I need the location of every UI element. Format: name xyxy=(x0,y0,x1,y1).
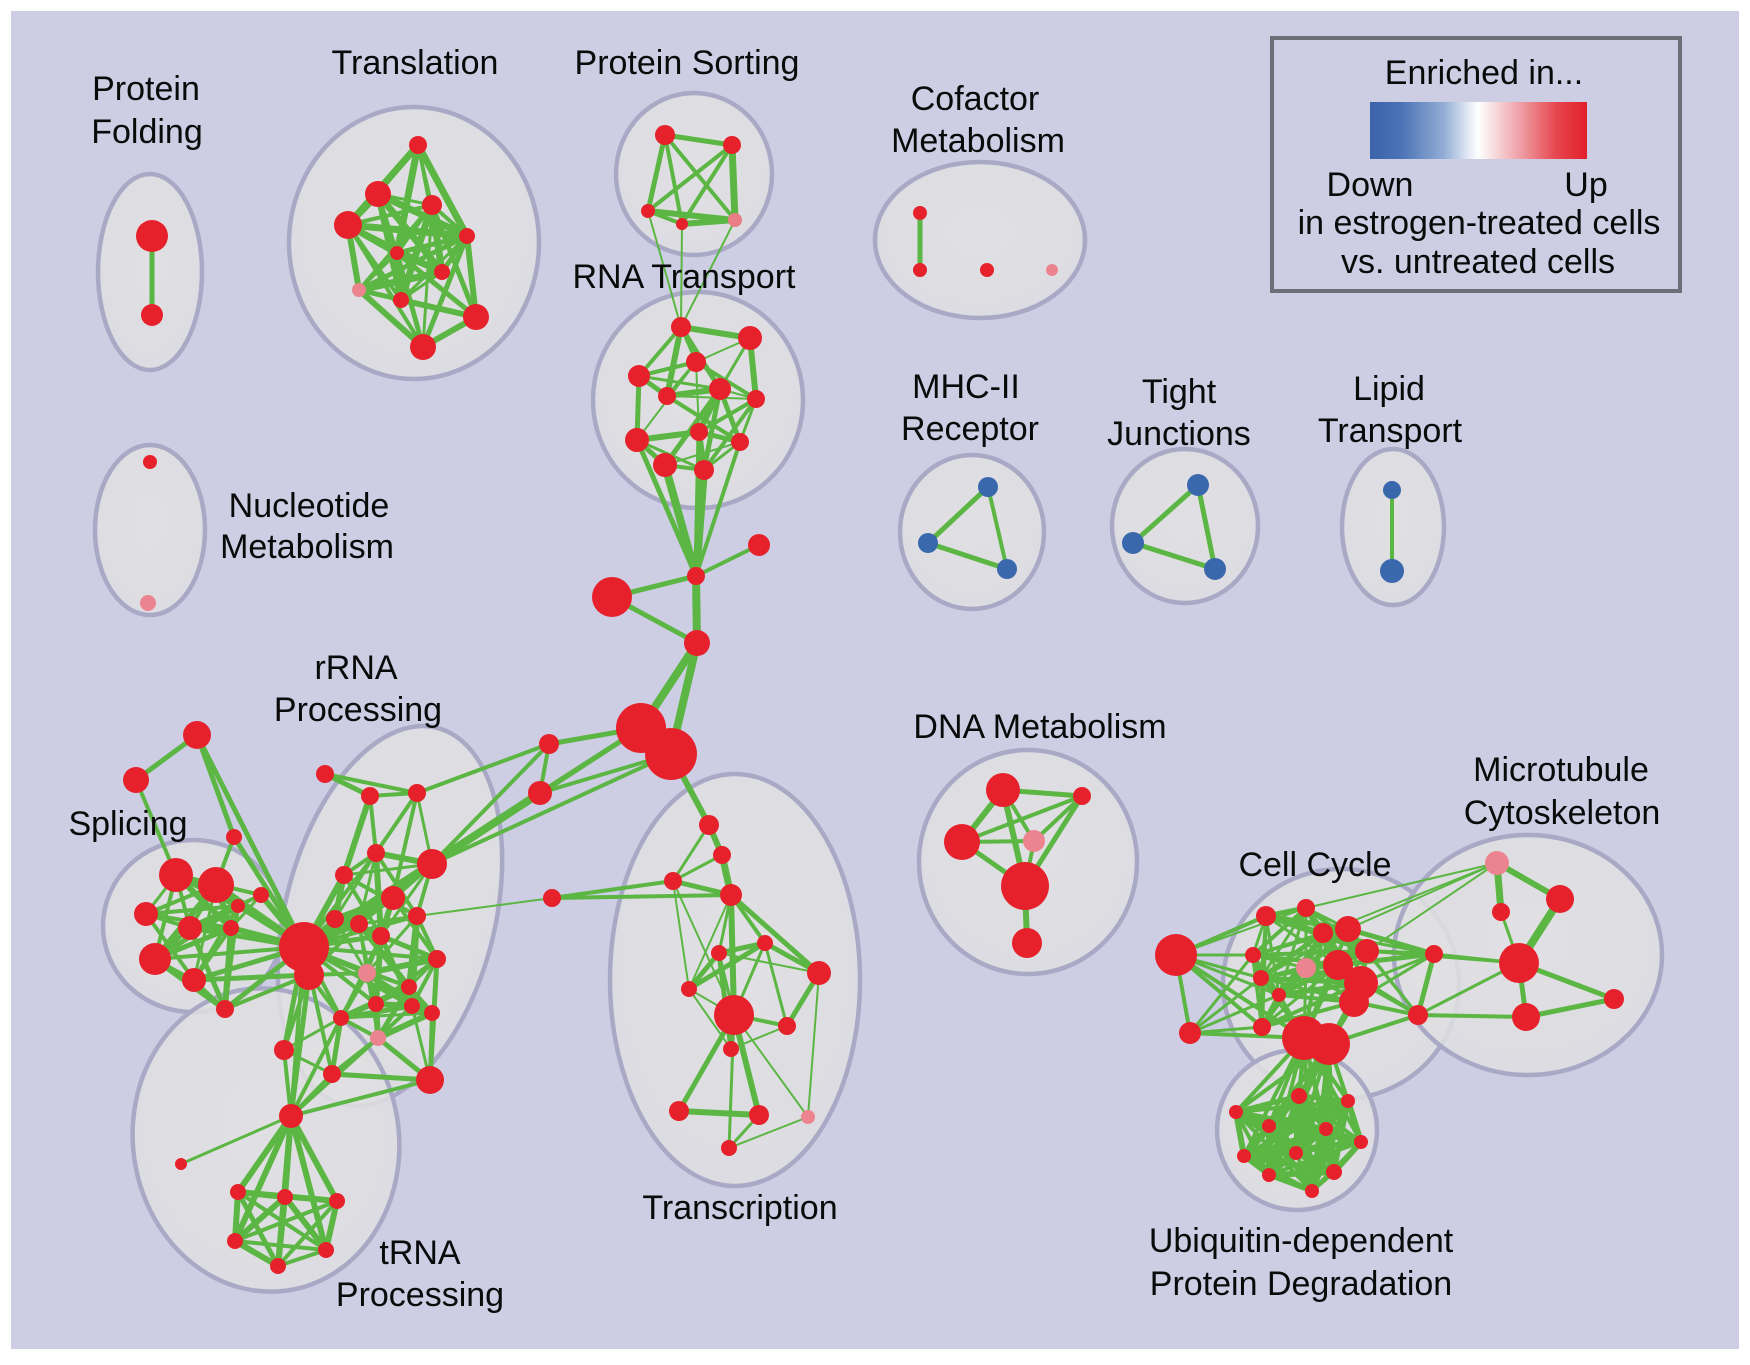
svg-text:Down: Down xyxy=(1327,166,1414,204)
svg-text:Metabolism: Metabolism xyxy=(891,122,1065,160)
svg-text:MHC-II: MHC-II xyxy=(912,368,1020,406)
svg-text:Transcription: Transcription xyxy=(642,1189,837,1227)
svg-text:Enriched in...: Enriched in... xyxy=(1385,54,1583,92)
svg-text:vs. untreated cells: vs. untreated cells xyxy=(1341,243,1615,281)
svg-text:Protein Degradation: Protein Degradation xyxy=(1150,1265,1452,1303)
svg-text:Microtubule: Microtubule xyxy=(1473,751,1649,789)
svg-text:tRNA: tRNA xyxy=(379,1234,461,1272)
svg-text:Cofactor: Cofactor xyxy=(911,80,1040,118)
svg-text:in estrogen-treated cells: in estrogen-treated cells xyxy=(1298,204,1661,242)
svg-text:Protein: Protein xyxy=(92,70,200,108)
svg-text:Folding: Folding xyxy=(91,113,203,151)
svg-text:Processing: Processing xyxy=(274,691,442,729)
svg-text:rRNA: rRNA xyxy=(314,649,397,687)
svg-text:Cytoskeleton: Cytoskeleton xyxy=(1464,794,1661,832)
svg-text:Junctions: Junctions xyxy=(1107,415,1251,453)
svg-text:Splicing: Splicing xyxy=(68,805,187,843)
svg-text:Lipid: Lipid xyxy=(1353,370,1425,408)
svg-text:Protein Sorting: Protein Sorting xyxy=(575,44,800,82)
svg-text:Transport: Transport xyxy=(1318,412,1463,450)
svg-text:Nucleotide: Nucleotide xyxy=(229,487,390,525)
svg-text:Receptor: Receptor xyxy=(901,410,1039,448)
svg-text:DNA Metabolism: DNA Metabolism xyxy=(913,708,1166,746)
svg-text:Up: Up xyxy=(1564,166,1607,204)
svg-text:Metabolism: Metabolism xyxy=(220,528,394,566)
svg-text:RNA Transport: RNA Transport xyxy=(573,258,797,296)
svg-text:Processing: Processing xyxy=(336,1276,504,1314)
svg-text:Translation: Translation xyxy=(332,44,499,82)
svg-text:Tight: Tight xyxy=(1142,373,1217,411)
svg-text:Ubiquitin-dependent: Ubiquitin-dependent xyxy=(1149,1222,1454,1260)
svg-text:Cell Cycle: Cell Cycle xyxy=(1238,846,1391,884)
